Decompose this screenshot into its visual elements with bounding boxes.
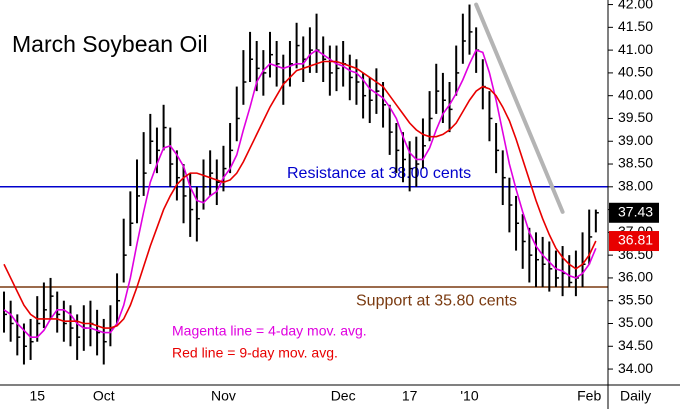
x-tick-label: '10	[460, 388, 478, 404]
annotation: Red line = 9-day mov. avg.	[172, 345, 338, 361]
moving-average	[3, 60, 597, 329]
y-tick-label: 36.00	[618, 269, 653, 285]
y-tick-label: 35.50	[618, 291, 653, 307]
y-tick-label: 42.00	[618, 0, 653, 11]
y-tick-label: 38.00	[618, 178, 653, 194]
y-tick-label: 40.00	[618, 86, 653, 102]
y-tick-label: 39.00	[618, 132, 653, 148]
annotation: Magenta line = 4-day mov. avg.	[172, 323, 367, 339]
y-tick-label: 39.50	[618, 109, 653, 125]
level-label: Support at 35.80 cents	[356, 292, 517, 309]
x-axis-period: Daily	[620, 388, 651, 404]
moving-average	[3, 49, 597, 338]
x-tick-label: Nov	[211, 388, 236, 404]
y-tick-label: 35.00	[618, 314, 653, 330]
chart-title: March Soybean Oil	[12, 31, 208, 57]
y-tick-label: 38.50	[618, 155, 653, 171]
y-tick-label: 41.50	[618, 18, 653, 34]
x-tick-label: 15	[29, 388, 45, 404]
y-tick-label: 40.50	[618, 64, 653, 80]
last-value-box	[609, 231, 659, 252]
trendline	[474, 2, 565, 214]
x-tick-label: Feb	[577, 388, 601, 404]
last-value-box	[609, 202, 659, 223]
x-tick-label: Oct	[93, 388, 115, 404]
last-value-label: 37.43	[618, 203, 653, 219]
x-tick-label: Dec	[331, 388, 356, 404]
x-tick-label: 17	[402, 388, 418, 404]
y-tick-label: 34.50	[618, 337, 653, 353]
last-value-label: 36.81	[618, 232, 653, 248]
level-label: Resistance at 38.00 cents	[287, 165, 471, 182]
y-tick-label: 41.00	[618, 41, 653, 57]
y-tick-label: 34.00	[618, 360, 653, 376]
